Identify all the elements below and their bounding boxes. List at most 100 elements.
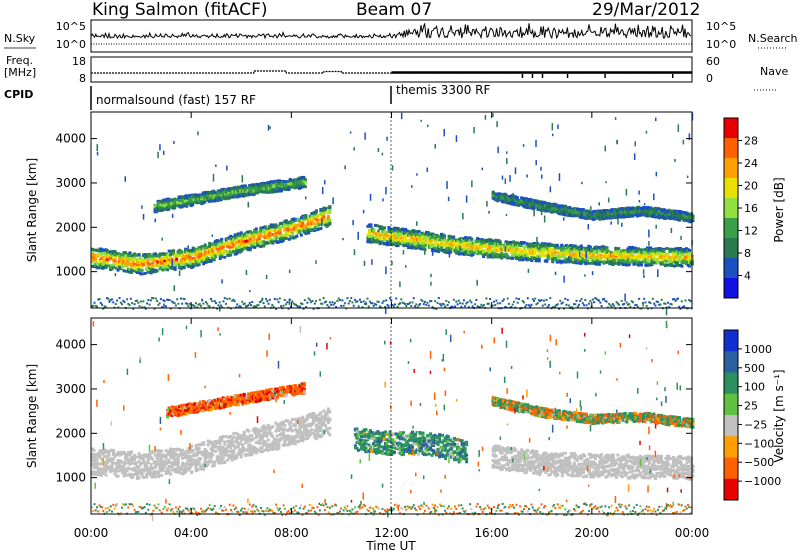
data-cell <box>205 252 209 256</box>
data-cell <box>640 207 644 211</box>
data-cell <box>596 216 600 220</box>
data-cell <box>682 139 685 145</box>
data-cell <box>200 197 204 201</box>
data-cell <box>643 203 646 206</box>
data-cell <box>190 258 194 262</box>
data-cell <box>657 246 661 250</box>
data-cell <box>155 253 159 257</box>
data-cell <box>231 195 235 199</box>
data-cell <box>256 230 260 234</box>
data-cell <box>666 255 670 259</box>
data-cell <box>349 131 352 134</box>
data-cell <box>410 246 414 250</box>
data-cell <box>555 255 559 259</box>
data-cell <box>404 238 408 242</box>
data-cell <box>689 218 693 222</box>
data-cell <box>219 188 223 192</box>
data-cell <box>549 248 553 252</box>
data-cell <box>166 257 170 261</box>
data-cell <box>632 206 636 210</box>
data-cell <box>557 251 561 255</box>
data-cell <box>158 209 162 213</box>
data-cell <box>325 210 329 214</box>
data-cell <box>540 248 544 252</box>
data-cell <box>485 239 489 243</box>
data-cell <box>511 202 515 206</box>
data-cell <box>158 267 162 271</box>
data-cell <box>512 252 516 256</box>
data-cell <box>128 262 132 266</box>
data-cell <box>550 210 554 214</box>
data-cell <box>659 262 663 266</box>
data-cell <box>230 248 234 252</box>
data-cell <box>254 184 258 188</box>
data-cell <box>500 200 504 204</box>
data-cell <box>617 259 621 263</box>
data-cell <box>684 260 688 264</box>
data-cell <box>666 253 670 257</box>
data-cell <box>645 130 648 134</box>
data-cell <box>101 262 105 266</box>
data-cell <box>177 201 181 205</box>
data-cell <box>621 257 625 261</box>
data-cell <box>621 222 623 227</box>
data-cell <box>156 199 160 203</box>
data-cell <box>676 210 680 214</box>
data-cell <box>288 186 292 190</box>
data-cell <box>576 259 580 263</box>
data-cell <box>601 214 605 218</box>
data-cell <box>599 257 603 261</box>
data-cell <box>119 257 123 261</box>
data-cell <box>230 236 234 240</box>
data-cell <box>533 241 537 245</box>
data-cell <box>271 225 275 229</box>
data-cell <box>357 231 359 240</box>
data-cell <box>489 239 493 243</box>
data-cell <box>452 243 456 247</box>
data-cell <box>587 245 591 249</box>
data-cell <box>209 247 213 251</box>
data-cell <box>554 271 557 276</box>
data-cell <box>302 180 306 184</box>
data-cell <box>495 239 499 243</box>
data-cell <box>613 209 617 213</box>
data-cell <box>491 192 495 196</box>
data-cell <box>431 232 435 236</box>
data-cell <box>636 249 640 253</box>
data-cell <box>565 210 569 214</box>
data-cell <box>452 240 456 244</box>
data-cell <box>498 254 502 258</box>
data-cell <box>262 230 266 234</box>
data-cell <box>100 252 104 256</box>
data-cell <box>404 227 408 231</box>
data-cell <box>145 253 149 257</box>
data-cell <box>563 249 567 253</box>
data-cell <box>626 249 630 253</box>
data-cell <box>392 232 396 236</box>
data-cell <box>633 256 637 260</box>
data-cell <box>220 243 224 247</box>
data-cell <box>522 252 526 256</box>
data-cell <box>416 221 418 226</box>
data-cell <box>557 256 561 260</box>
data-cell <box>461 242 465 246</box>
data-cell <box>154 218 156 223</box>
data-cell <box>549 243 553 247</box>
data-cell <box>533 201 537 205</box>
data-cell <box>680 264 684 268</box>
data-cell <box>230 192 234 196</box>
data-cell <box>605 216 609 220</box>
data-cell <box>158 262 162 266</box>
data-cell <box>155 269 159 273</box>
data-cell <box>588 252 592 256</box>
data-cell <box>497 255 501 259</box>
data-cell <box>674 261 678 265</box>
data-cell <box>493 194 497 198</box>
data-cell <box>118 259 122 263</box>
data-cell <box>591 253 595 257</box>
data-cell <box>227 245 231 249</box>
data-cell <box>557 209 561 213</box>
data-cell <box>399 236 403 240</box>
data-cell <box>534 248 538 252</box>
data-cell <box>248 230 252 234</box>
